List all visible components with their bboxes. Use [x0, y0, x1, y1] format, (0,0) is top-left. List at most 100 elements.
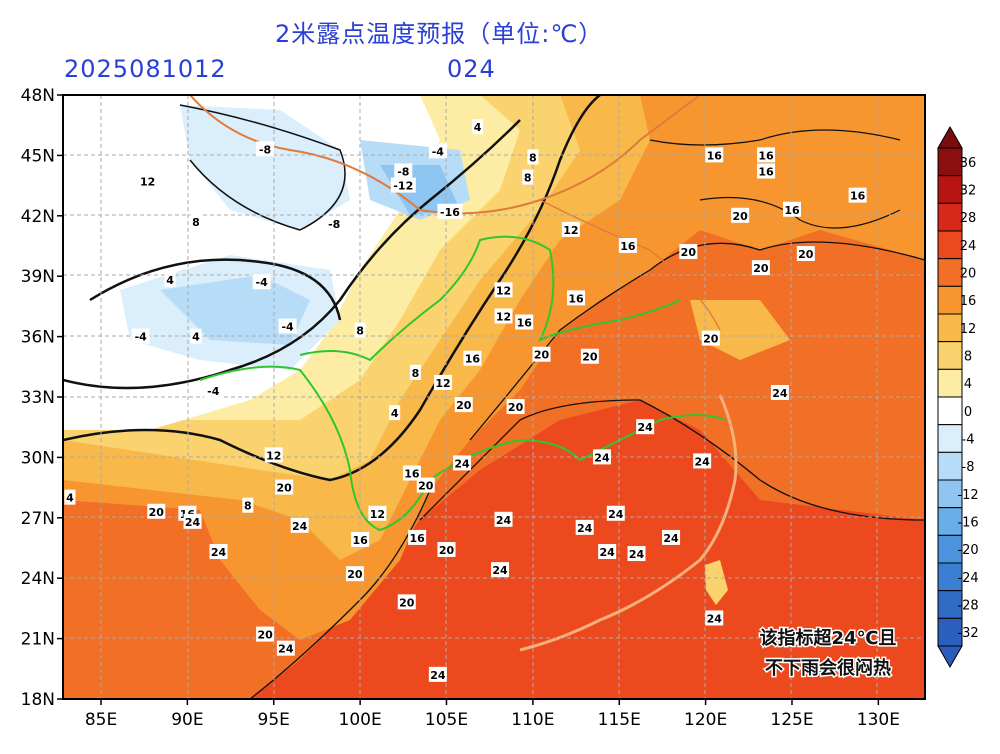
- contour-label-bg: [701, 330, 720, 346]
- contour-label: 16: [850, 190, 866, 203]
- contour-label: 16: [758, 149, 774, 162]
- lon-label: 110E: [511, 710, 554, 730]
- colorbar-swatch: [937, 534, 963, 564]
- latitude-axis: 48N 45N 42N 39N 36N 33N 30N 27N 24N 21N 18N: [21, 86, 63, 710]
- lat-label: 48N: [21, 86, 55, 106]
- contour-label-bg: [770, 384, 789, 400]
- contour-label-bg: [796, 246, 815, 262]
- contour-label-bg: [138, 173, 157, 189]
- annotation: 该指标超24℃且 不下雨会很闷热: [758, 626, 898, 681]
- contour-label-bg: [368, 505, 387, 521]
- contour-label: -8: [397, 166, 409, 179]
- contour-label: 24: [663, 532, 679, 545]
- contour-label: -8: [259, 143, 271, 156]
- colorbar: 36 32 28 24 20 16 12 8 4 0 -4 -8 -12 -16 -20 -24 -28 -32: [937, 125, 979, 669]
- contour-label-bg: [256, 141, 275, 157]
- lon-label: 120E: [684, 710, 727, 730]
- lat-label: 21N: [21, 630, 55, 650]
- contour-label: -4: [256, 276, 269, 289]
- contour-label: 24: [430, 669, 446, 682]
- colorbar-label: -28: [957, 599, 978, 614]
- colorbar-swatch: [937, 313, 963, 343]
- colorbar-swatch: [937, 617, 963, 647]
- contour-label-bg: [437, 203, 463, 219]
- colorbar-swatch: [937, 396, 963, 426]
- contour-label: 20: [733, 210, 749, 223]
- contour-label-bg: [275, 479, 294, 495]
- contour-label-bg: [662, 529, 681, 545]
- contour-label-bg: [409, 364, 421, 380]
- colorbar-label: 4: [964, 377, 972, 392]
- lat-label: 33N: [21, 388, 55, 408]
- lat-label: 42N: [21, 207, 55, 227]
- contour-label-bg: [705, 147, 724, 163]
- colorbar-label: 8: [964, 350, 972, 365]
- contour-label: 24: [577, 522, 593, 535]
- colorbar-label: 32: [960, 184, 977, 199]
- contour-label: -4: [432, 145, 445, 158]
- contour-label-bg: [389, 405, 401, 421]
- contour-label-bg: [204, 382, 223, 398]
- contour-label: 4: [66, 492, 74, 505]
- contour-label-bg: [351, 531, 370, 547]
- colorbar-label: -12: [957, 488, 978, 503]
- lon-label: 130E: [857, 710, 900, 730]
- contour-label: 16: [465, 353, 481, 366]
- contour-label-bg: [679, 244, 698, 260]
- contour-label: 16: [352, 534, 368, 547]
- colorbar-swatch: [937, 202, 963, 232]
- colorbar-label: 28: [960, 211, 977, 226]
- contour-label-bg: [606, 505, 625, 521]
- contour-label-bg: [434, 374, 453, 390]
- contour-label: 24: [492, 564, 508, 577]
- contour-label: 8: [412, 367, 420, 380]
- contour-label-bg: [454, 397, 473, 413]
- contour-label-bg: [751, 260, 770, 276]
- contour-label-bg: [598, 544, 617, 560]
- contour-label-bg: [131, 328, 150, 344]
- lon-label: 125E: [770, 710, 813, 730]
- contour-label-bg: [428, 666, 447, 682]
- lat-label: 18N: [21, 690, 55, 710]
- contour-label-bg: [848, 187, 867, 203]
- lat-label: 39N: [21, 267, 55, 287]
- colorbar-swatch: [937, 562, 963, 592]
- lon-label: 115E: [598, 710, 641, 730]
- contour-label-bg: [209, 544, 228, 560]
- lat-label: 36N: [21, 328, 55, 348]
- contour-label: 20: [276, 482, 292, 495]
- colorbar-label: 16: [960, 294, 977, 309]
- contour-label-bg: [190, 328, 202, 344]
- contour-label: 16: [409, 532, 425, 545]
- contour-label: 20: [399, 596, 415, 609]
- contour-label: 24: [594, 451, 610, 464]
- contour-label-bg: [757, 163, 776, 179]
- contour-label-bg: [580, 348, 599, 364]
- contour-label-bg: [731, 207, 750, 223]
- contour-label-bg: [256, 626, 275, 642]
- contour-label: 12: [563, 224, 578, 237]
- colorbar-label: -4: [962, 433, 975, 448]
- contour-label-bg: [190, 213, 202, 229]
- lat-label: 30N: [21, 448, 55, 468]
- lon-label: 95E: [258, 710, 290, 730]
- contour-label: 24: [608, 508, 624, 521]
- contour-label: 20: [456, 399, 472, 412]
- lon-label: 85E: [85, 710, 117, 730]
- contour-label: 20: [257, 629, 273, 642]
- contour-label-bg: [147, 503, 166, 519]
- colorbar-label: 0: [964, 405, 972, 420]
- contour-label-bg: [636, 419, 655, 435]
- contour-label: 16: [758, 166, 774, 179]
- colorbar-swatch: [937, 424, 963, 453]
- contour-label: 8: [244, 500, 252, 513]
- colorbar-max-arrow: [937, 125, 963, 149]
- contour-label: 20: [418, 480, 434, 493]
- contour-label: 24: [629, 548, 645, 561]
- shaded-field: [63, 95, 925, 699]
- contour-label-bg: [618, 238, 637, 253]
- colorbar-label: -32: [957, 626, 978, 641]
- contour-label: 4: [391, 407, 399, 420]
- contour-label-bg: [494, 282, 513, 298]
